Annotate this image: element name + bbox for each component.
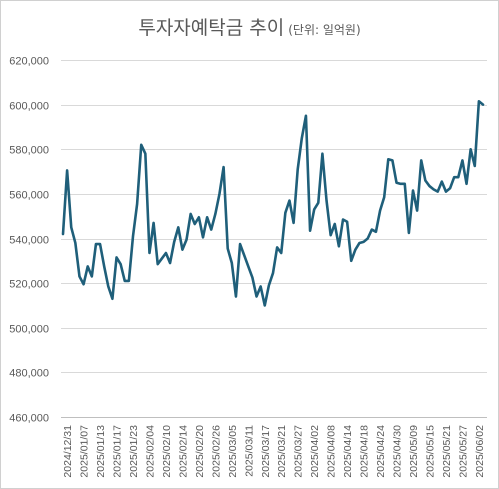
x-tick-label: 2025/04/14 [342, 425, 354, 478]
x-tick-label: 2025/03/21 [276, 425, 288, 478]
x-tick-label: 2025/05/15 [425, 425, 437, 478]
x-tick-label: 2025/06/02 [474, 425, 486, 478]
x-tick-label: 2025/01/17 [111, 425, 123, 478]
x-tick-label: 2024/12/31 [62, 425, 74, 478]
x-tick-label: 2025/04/08 [326, 425, 338, 478]
gridlines [61, 60, 487, 373]
x-tick-label: 2025/03/27 [293, 425, 305, 478]
x-tick-label: 2025/05/21 [441, 425, 453, 478]
x-tick-label: 2025/02/10 [161, 425, 173, 478]
x-tick-label: 2025/01/23 [128, 425, 140, 478]
x-tick-label: 2025/03/17 [260, 425, 272, 478]
x-tick-label: 2025/03/05 [227, 425, 239, 478]
y-tick-label: 500,000 [9, 324, 49, 336]
x-tick-label: 2025/05/27 [458, 425, 470, 478]
x-tick-label: 2025/04/24 [375, 425, 387, 478]
y-tick-label: 580,000 [9, 145, 49, 157]
x-tick-label: 2025/02/26 [210, 425, 222, 478]
x-tick-label: 2025/04/02 [309, 425, 321, 478]
y-tick-label: 520,000 [9, 279, 49, 291]
chart-title-block: 투자자예탁금 추이 (단위: 일억원) [1, 13, 498, 40]
y-tick-label: 460,000 [9, 413, 49, 425]
y-tick-label: 480,000 [9, 368, 49, 380]
x-tick-label: 2025/02/04 [144, 425, 156, 478]
x-axis: 2024/12/31 2025/01/07 2025/01/13 2025/01/17… [61, 417, 487, 478]
series-group [61, 99, 485, 307]
y-tick-label: 600,000 [9, 101, 49, 113]
x-tick-label: 2025/05/09 [408, 425, 420, 478]
x-tick-label: 2025/04/30 [392, 425, 404, 478]
y-axis: 460,000 480,000 500,000 520,000 540,000 560,0… [9, 56, 49, 425]
chart-subtitle: (단위: 일억원) [288, 23, 361, 37]
y-tick-label: 620,000 [9, 56, 49, 68]
x-tick-label: 2025/04/18 [359, 425, 371, 478]
x-tick-label: 2025/03/11 [243, 425, 255, 477]
x-tick-label: 2025/02/14 [177, 425, 189, 478]
x-tick-label: 2025/01/13 [95, 425, 107, 478]
series-line [61, 99, 485, 307]
x-tick-label: 2025/02/20 [194, 425, 206, 478]
y-tick-label: 560,000 [9, 190, 49, 202]
x-tick-label: 2025/01/07 [78, 425, 90, 478]
chart-title: 투자자예탁금 추이 [138, 17, 285, 39]
y-tick-label: 540,000 [9, 235, 49, 247]
